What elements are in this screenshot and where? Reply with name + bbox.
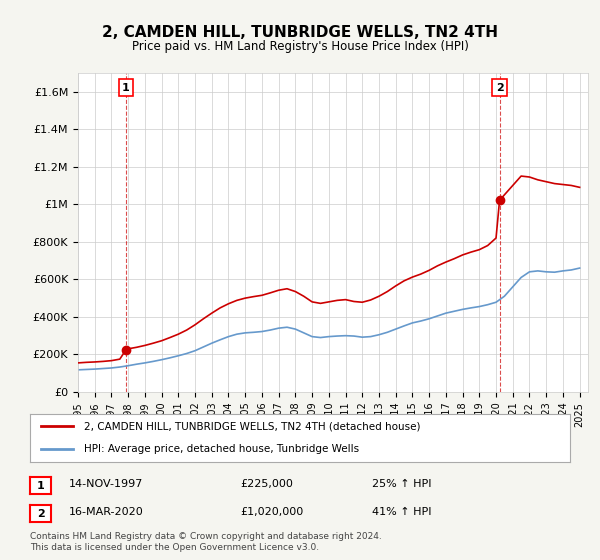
Text: 14-NOV-1997: 14-NOV-1997 [69,479,143,489]
Text: 2, CAMDEN HILL, TUNBRIDGE WELLS, TN2 4TH (detached house): 2, CAMDEN HILL, TUNBRIDGE WELLS, TN2 4TH… [84,421,421,431]
Text: Contains HM Land Registry data © Crown copyright and database right 2024.
This d: Contains HM Land Registry data © Crown c… [30,532,382,552]
Text: 1: 1 [122,83,130,93]
Text: 1: 1 [37,480,44,491]
Text: 2: 2 [496,83,503,93]
Text: Price paid vs. HM Land Registry's House Price Index (HPI): Price paid vs. HM Land Registry's House … [131,40,469,53]
Text: 16-MAR-2020: 16-MAR-2020 [69,507,144,517]
Text: HPI: Average price, detached house, Tunbridge Wells: HPI: Average price, detached house, Tunb… [84,444,359,454]
Text: 2: 2 [37,508,44,519]
Text: 2, CAMDEN HILL, TUNBRIDGE WELLS, TN2 4TH: 2, CAMDEN HILL, TUNBRIDGE WELLS, TN2 4TH [102,25,498,40]
Text: £1,020,000: £1,020,000 [240,507,303,517]
Text: 41% ↑ HPI: 41% ↑ HPI [372,507,431,517]
Text: £225,000: £225,000 [240,479,293,489]
Text: 25% ↑ HPI: 25% ↑ HPI [372,479,431,489]
